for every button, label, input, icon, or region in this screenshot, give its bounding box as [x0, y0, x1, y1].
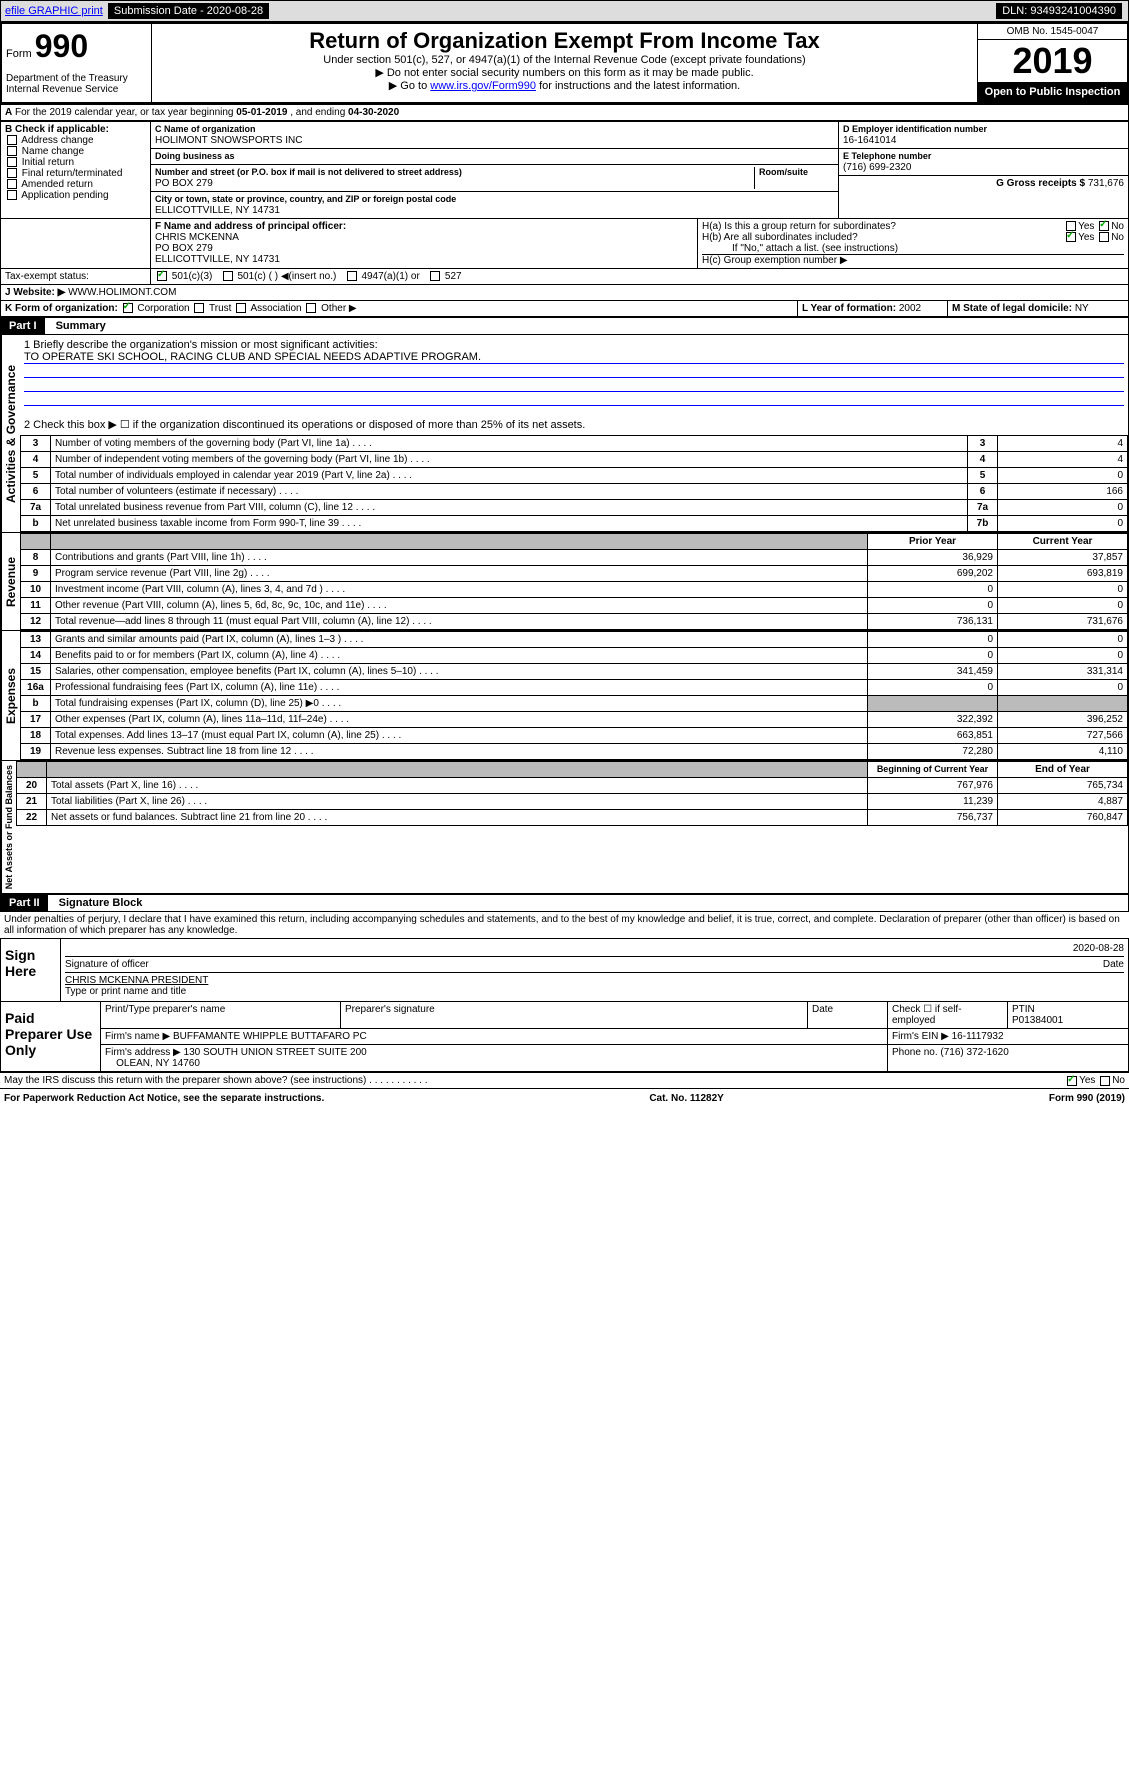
table-row: 18Total expenses. Add lines 13–17 (must …	[21, 728, 1128, 744]
net-assets-table: Beginning of Current YearEnd of Year 20T…	[16, 761, 1128, 826]
firm-address: 130 SOUTH UNION STREET SUITE 200	[184, 1047, 367, 1058]
table-row: 14Benefits paid to or for members (Part …	[21, 648, 1128, 664]
subtitle-2: ▶ Do not enter social security numbers o…	[156, 66, 973, 79]
identity-grid: B Check if applicable: Address change Na…	[0, 121, 1129, 219]
perjury-statement: Under penalties of perjury, I declare th…	[0, 912, 1129, 938]
cb-501c3[interactable]	[157, 271, 167, 281]
state-domicile: NY	[1075, 303, 1089, 314]
table-row: 17Other expenses (Part IX, column (A), l…	[21, 712, 1128, 728]
h-a: H(a) Is this a group return for subordin…	[702, 221, 1124, 232]
section-klm: K Form of organization: Corporation Trus…	[0, 301, 1129, 317]
top-bar: efile GRAPHIC print Submission Date - 20…	[0, 0, 1129, 22]
cb-discuss-no[interactable]	[1100, 1076, 1110, 1086]
table-row: 6Total number of volunteers (estimate if…	[21, 484, 1128, 500]
subtitle-1: Under section 501(c), 527, or 4947(a)(1)…	[156, 54, 973, 66]
paid-preparer-block: Paid Preparer Use Only Print/Type prepar…	[0, 1002, 1129, 1072]
gross-receipts: 731,676	[1088, 178, 1124, 189]
sign-here-block: Sign Here 2020-08-28 Signature of office…	[0, 938, 1129, 1002]
firm-phone: (716) 372-1620	[940, 1047, 1008, 1058]
form-title: Return of Organization Exempt From Incom…	[156, 28, 973, 54]
submission-block: Submission Date - 2020-08-28	[108, 3, 269, 19]
firm-name: BUFFAMANTE WHIPPLE BUTTAFARO PC	[173, 1031, 367, 1042]
h-b: H(b) Are all subordinates included? Yes …	[702, 232, 1124, 243]
part-1-header: Part I Summary	[0, 317, 1129, 335]
h-c: H(c) Group exemption number ▶	[702, 254, 1124, 266]
section-b: B Check if applicable: Address change Na…	[1, 122, 151, 218]
phone: (716) 699-2320	[843, 162, 911, 173]
tax-year: 2019	[978, 40, 1127, 82]
table-row: 21Total liabilities (Part X, line 26) . …	[17, 794, 1128, 810]
section-fh: F Name and address of principal officer:…	[0, 219, 1129, 269]
cb-app-pending[interactable]	[7, 190, 17, 200]
section-deg: D Employer identification number16-16410…	[838, 122, 1128, 218]
vert-net-assets: Net Assets or Fund Balances	[1, 761, 16, 893]
instructions-link[interactable]: www.irs.gov/Form990	[430, 80, 536, 92]
cb-initial-return[interactable]	[7, 157, 17, 167]
year-formation: 2002	[899, 303, 921, 314]
firm-ein: 16-1117932	[952, 1031, 1004, 1042]
table-row: 15Salaries, other compensation, employee…	[21, 664, 1128, 680]
revenue-table: Prior YearCurrent Year 8Contributions an…	[20, 533, 1128, 630]
page-footer: For Paperwork Reduction Act Notice, see …	[0, 1088, 1129, 1108]
cb-final-return[interactable]	[7, 168, 17, 178]
inspection-badge: Open to Public Inspection	[978, 82, 1127, 102]
form-id: Form 990	[2, 24, 152, 69]
cb-name-change[interactable]	[7, 146, 17, 156]
section-a: A For the 2019 calendar year, or tax yea…	[0, 104, 1129, 121]
section-c: C Name of organizationHOLIMONT SNOWSPORT…	[151, 122, 838, 218]
officer-signed-name: CHRIS MCKENNA PRESIDENT	[65, 975, 1124, 986]
section-j: J Website: ▶ WWW.HOLIMONT.COM	[0, 285, 1129, 301]
cb-address-change[interactable]	[7, 135, 17, 145]
cb-discuss-yes[interactable]	[1067, 1076, 1077, 1086]
table-row: 20Total assets (Part X, line 16) . . . .…	[17, 778, 1128, 794]
org-city: ELLICOTTVILLE, NY 14731	[155, 205, 280, 216]
title-block: Return of Organization Exempt From Incom…	[152, 24, 977, 102]
table-row: bNet unrelated business taxable income f…	[21, 516, 1128, 532]
expenses-table: 13Grants and similar amounts paid (Part …	[20, 631, 1128, 760]
table-row: 11Other revenue (Part VIII, column (A), …	[21, 598, 1128, 614]
officer-name: CHRIS MCKENNA	[155, 232, 239, 243]
table-row: 3Number of voting members of the governi…	[21, 436, 1128, 452]
table-row: 16aProfessional fundraising fees (Part I…	[21, 680, 1128, 696]
year-box: OMB No. 1545-0047 2019 Open to Public In…	[977, 24, 1127, 102]
vert-expenses: Expenses	[1, 631, 20, 760]
ein: 16-1641014	[843, 135, 896, 146]
table-row: 12Total revenue—add lines 8 through 11 (…	[21, 614, 1128, 630]
part-2-header: Part II Signature Block	[0, 894, 1129, 912]
org-name: HOLIMONT SNOWSPORTS INC	[155, 135, 302, 146]
table-row: 10Investment income (Part VIII, column (…	[21, 582, 1128, 598]
table-row: 5Total number of individuals employed in…	[21, 468, 1128, 484]
omb-number: OMB No. 1545-0047	[978, 24, 1127, 40]
table-row: bTotal fundraising expenses (Part IX, co…	[21, 696, 1128, 712]
ptin: P01384001	[1012, 1015, 1063, 1026]
table-row: 4Number of independent voting members of…	[21, 452, 1128, 468]
table-row: 9Program service revenue (Part VIII, lin…	[21, 566, 1128, 582]
org-address: PO BOX 279	[155, 178, 213, 189]
mission-text: TO OPERATE SKI SCHOOL, RACING CLUB AND S…	[24, 351, 1124, 364]
vert-revenue: Revenue	[1, 533, 20, 630]
table-row: 13Grants and similar amounts paid (Part …	[21, 632, 1128, 648]
dept-label: Department of the Treasury Internal Reve…	[2, 69, 152, 102]
table-row: 8Contributions and grants (Part VIII, li…	[21, 550, 1128, 566]
table-row: 22Net assets or fund balances. Subtract …	[17, 810, 1128, 826]
signature-date: 2020-08-28	[1073, 943, 1124, 954]
table-row: 7aTotal unrelated business revenue from …	[21, 500, 1128, 516]
table-row: 19Revenue less expenses. Subtract line 1…	[21, 744, 1128, 760]
form-header: Form 990 Department of the Treasury Inte…	[0, 22, 1129, 104]
efile-link[interactable]: efile GRAPHIC print	[5, 5, 103, 17]
part-1-body: Activities & Governance 1 Briefly descri…	[0, 335, 1129, 533]
form-number: 990	[35, 28, 88, 64]
website: WWW.HOLIMONT.COM	[68, 287, 176, 298]
section-i: Tax-exempt status: 501(c)(3) 501(c) ( ) …	[0, 269, 1129, 285]
form-prefix: Form	[6, 48, 32, 60]
vert-governance: Activities & Governance	[1, 335, 20, 532]
subtitle-3: ▶ Go to www.irs.gov/Form990 for instruct…	[156, 79, 973, 92]
dln-block: DLN: 93493241004390	[996, 3, 1122, 19]
cb-amended[interactable]	[7, 179, 17, 189]
governance-table: 3Number of voting members of the governi…	[20, 435, 1128, 532]
discuss-question: May the IRS discuss this return with the…	[0, 1072, 1129, 1088]
